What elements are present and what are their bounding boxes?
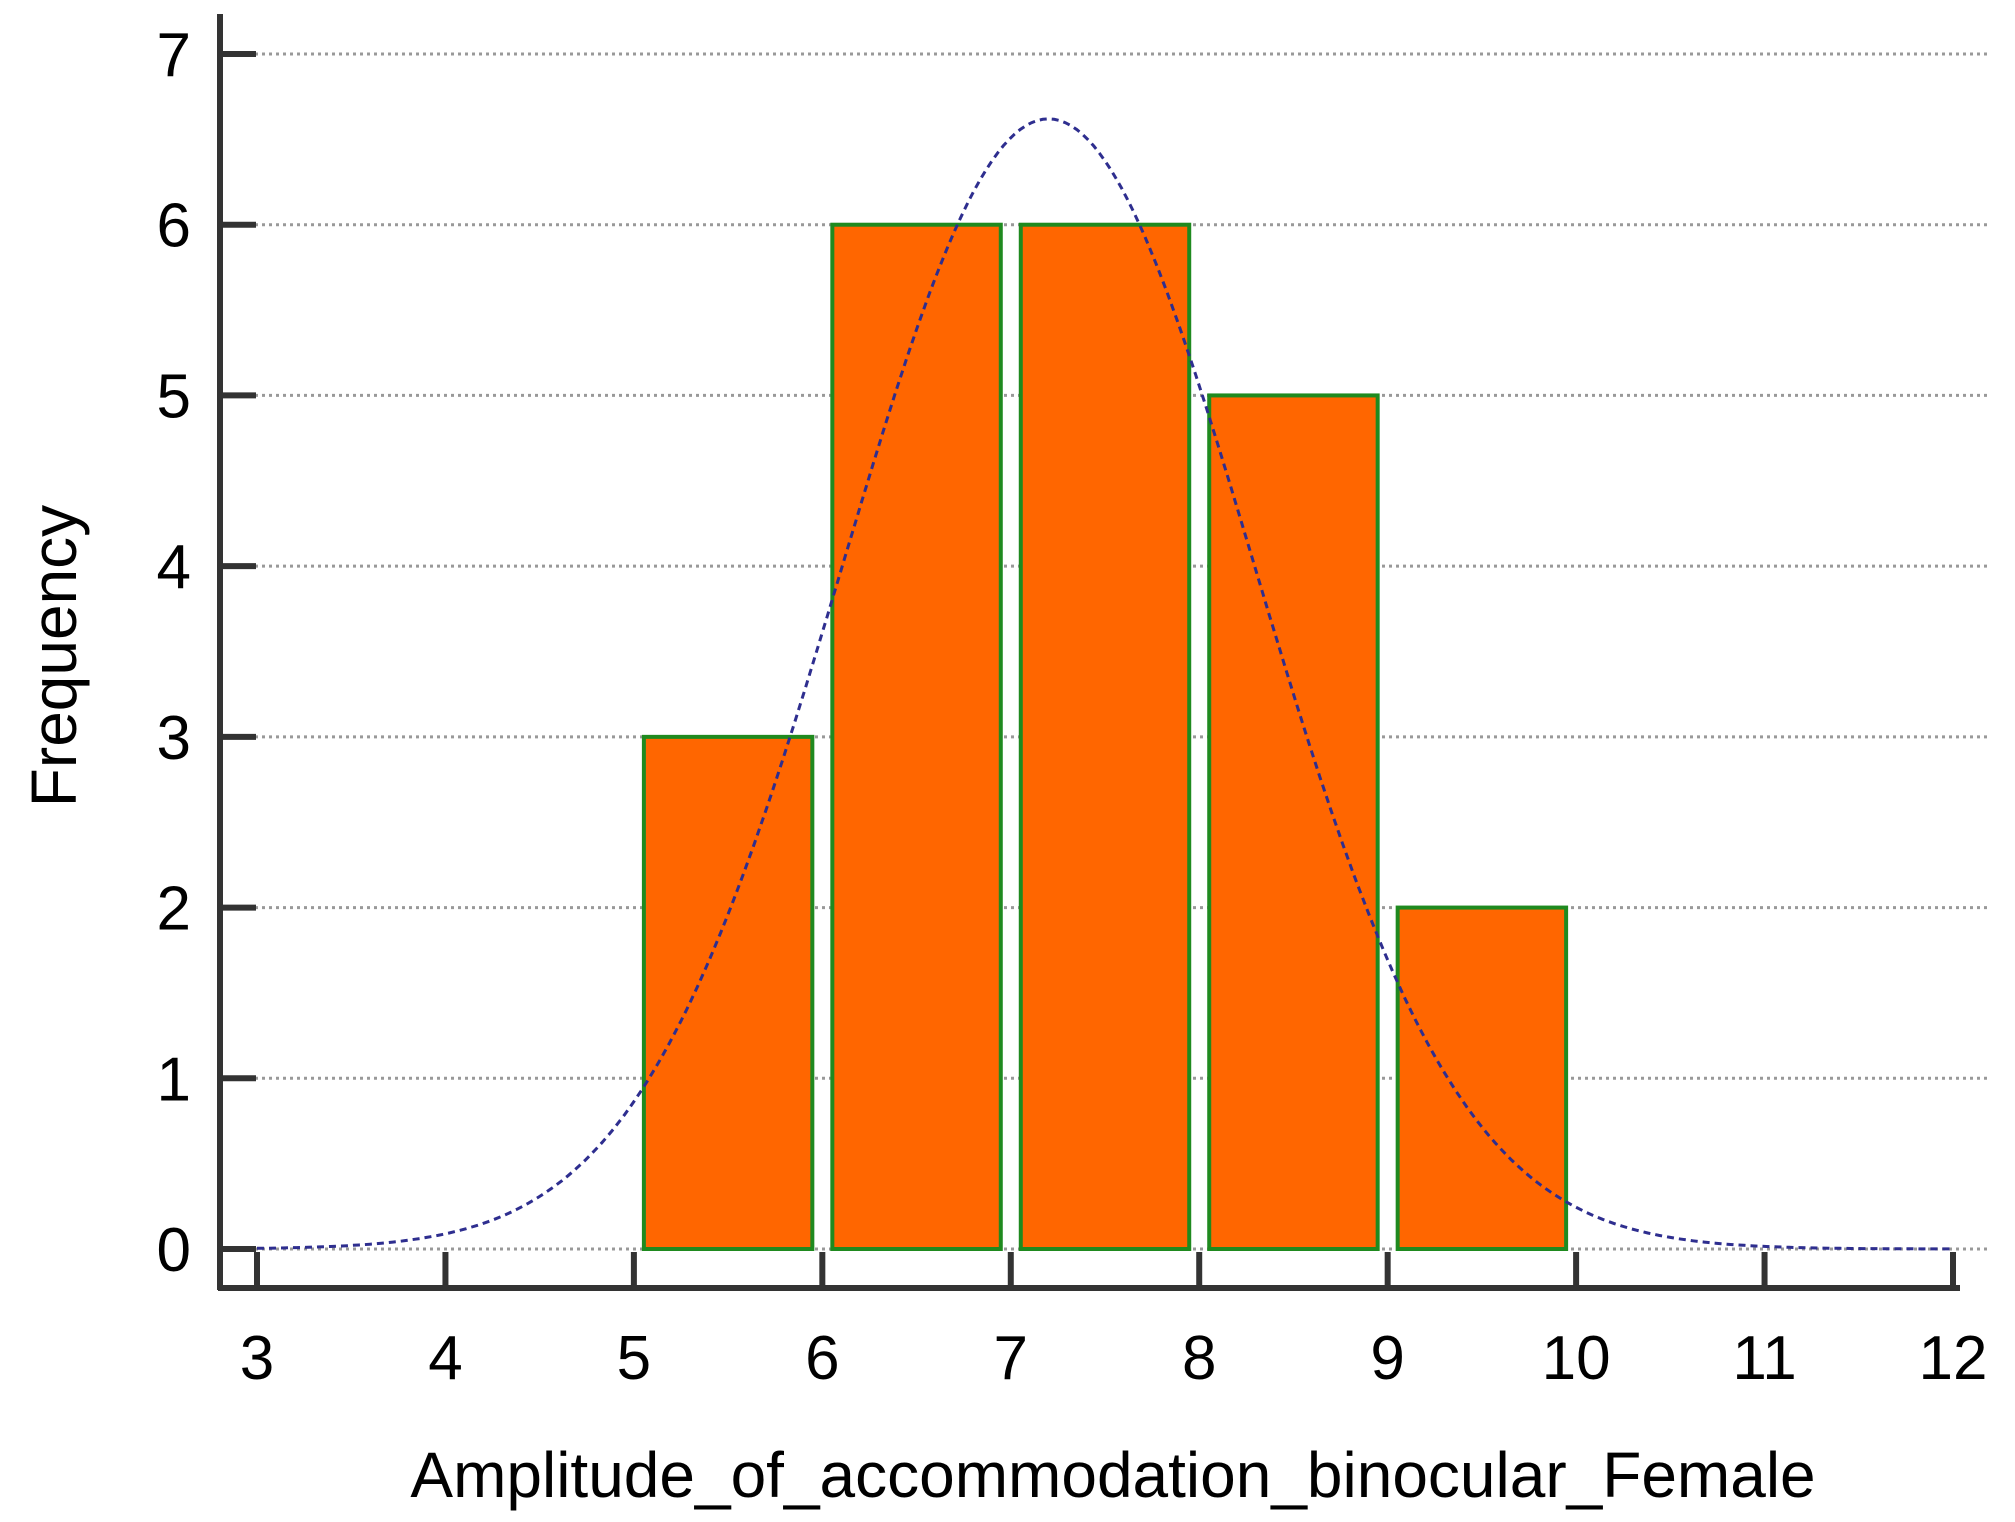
x-tick-label: 6 xyxy=(805,1324,839,1393)
y-tick-label: 1 xyxy=(157,1045,191,1114)
histogram-bars xyxy=(641,222,1569,1252)
x-tick-labels: 3 4 5 6 7 8 9 10 11 12 xyxy=(240,1324,1988,1393)
y-tick-label: 0 xyxy=(157,1216,191,1285)
x-tick-label: 5 xyxy=(617,1324,651,1393)
axes xyxy=(217,14,1960,1291)
x-tick-label: 9 xyxy=(1370,1324,1404,1393)
x-axis-title: Amplitude_of_accommodation_binocular_Fem… xyxy=(410,1439,1815,1511)
x-tick-label: 7 xyxy=(994,1324,1028,1393)
histogram-bar xyxy=(830,222,1003,1252)
y-tick-label: 3 xyxy=(157,704,191,773)
y-tick-label: 2 xyxy=(157,875,191,944)
y-tick-labels: 0 1 2 3 4 5 6 7 xyxy=(157,21,191,1285)
x-tick-label: 3 xyxy=(240,1324,274,1393)
y-tick-label: 7 xyxy=(157,21,191,90)
y-tick-label: 5 xyxy=(157,362,191,431)
histogram-bar xyxy=(1395,905,1569,1251)
x-tick-label: 11 xyxy=(1732,1324,1796,1393)
histogram-bar xyxy=(1207,393,1380,1251)
x-tick-label: 10 xyxy=(1542,1324,1611,1393)
histogram-bar xyxy=(1018,222,1192,1252)
normal-distribution-curve xyxy=(257,117,1953,1251)
y-tick-label: 6 xyxy=(157,192,191,261)
x-tick-label: 8 xyxy=(1182,1324,1216,1393)
y-axis-title: Frequency xyxy=(18,505,90,807)
histogram-bar xyxy=(641,734,815,1251)
x-tick-label: 4 xyxy=(428,1324,462,1393)
y-tick-label: 4 xyxy=(157,533,191,602)
x-tick-label: 12 xyxy=(1919,1324,1988,1393)
